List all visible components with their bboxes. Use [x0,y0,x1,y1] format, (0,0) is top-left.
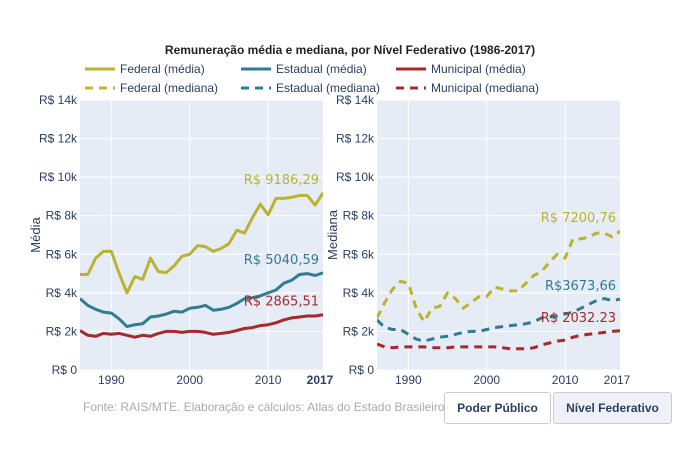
y-tick-label: R$ 10k [39,170,78,184]
plot-background [377,100,620,370]
nivel-federativo-button[interactable]: Nível Federativo [553,392,672,424]
y-axis-label: Média [28,217,43,253]
panel-media: R$ 0 R$ 2k R$ 4k R$ 6k R$ 8k R$ 10k R$ 12k R$ 1… [28,93,334,387]
annotation-label: R$ 2865,51 [244,295,319,310]
x-tick-label: 2000 [473,373,500,387]
legend-label: Federal (mediana) [120,81,218,95]
y-tick-label: R$ 2k [343,324,375,338]
source-note: Fonte: RAIS/MTE. Elaboração e cálculos: … [83,400,445,414]
plot-background [80,100,323,370]
x-tick-label: 2010 [255,373,282,387]
x-tick-label: 2017 [307,373,334,387]
y-tick-label: R$ 12k [336,132,375,146]
chart-title: Remuneração média e mediana, por Nível F… [165,43,535,57]
legend-label: Municipal (média) [431,62,526,76]
legend-label: Estadual (média) [276,62,367,76]
y-tick-label: R$ 4k [46,286,78,300]
panel-mediana: R$ 0 R$ 2k R$ 4k R$ 6k R$ 8k R$ 10k R$ 12k R$ 1… [325,93,631,387]
series-line [80,271,323,329]
legend-label: Federal (média) [120,62,205,76]
y-tick-label: R$ 14k [336,93,375,107]
series-line [377,229,620,324]
y-tick-label: R$ 8k [46,209,78,223]
annotation-label: R$ 9186,29 [244,173,319,188]
x-tick-label: 1990 [395,373,422,387]
y-axis-label: Mediana [325,209,340,260]
legend-label: Municipal (mediana) [431,81,539,95]
y-tick-label: R$ 12k [39,132,78,146]
legend[interactable]: Federal (média) Estadual (média) Municipal… [85,62,539,95]
y-tick-label: R$ 0 [52,363,78,377]
annotation-label: R$ 2032.23 [541,311,616,326]
legend-label: Estadual (mediana) [276,81,380,95]
series-line [80,313,323,339]
series-line [80,191,323,295]
y-tick-label: R$ 0 [349,363,375,377]
poder-publico-button[interactable]: Poder Público [444,392,551,424]
series-line [377,297,620,343]
annotation-label: R$3673,66 [545,279,616,294]
x-tick-label: 2010 [552,373,579,387]
x-tick-label: 2017 [604,373,631,387]
y-tick-label: R$ 8k [343,209,375,223]
y-tick-label: R$ 6k [343,247,375,261]
x-tick-label: 2000 [176,373,203,387]
y-tick-label: R$ 14k [39,93,78,107]
y-tick-label: R$ 10k [336,170,375,184]
y-tick-label: R$ 6k [46,247,78,261]
y-tick-label: R$ 4k [343,286,375,300]
y-tick-label: R$ 2k [46,324,78,338]
annotation-label: R$ 5040,59 [244,253,319,268]
x-tick-label: 1990 [98,373,125,387]
annotation-label: R$ 7200,76 [541,211,616,226]
